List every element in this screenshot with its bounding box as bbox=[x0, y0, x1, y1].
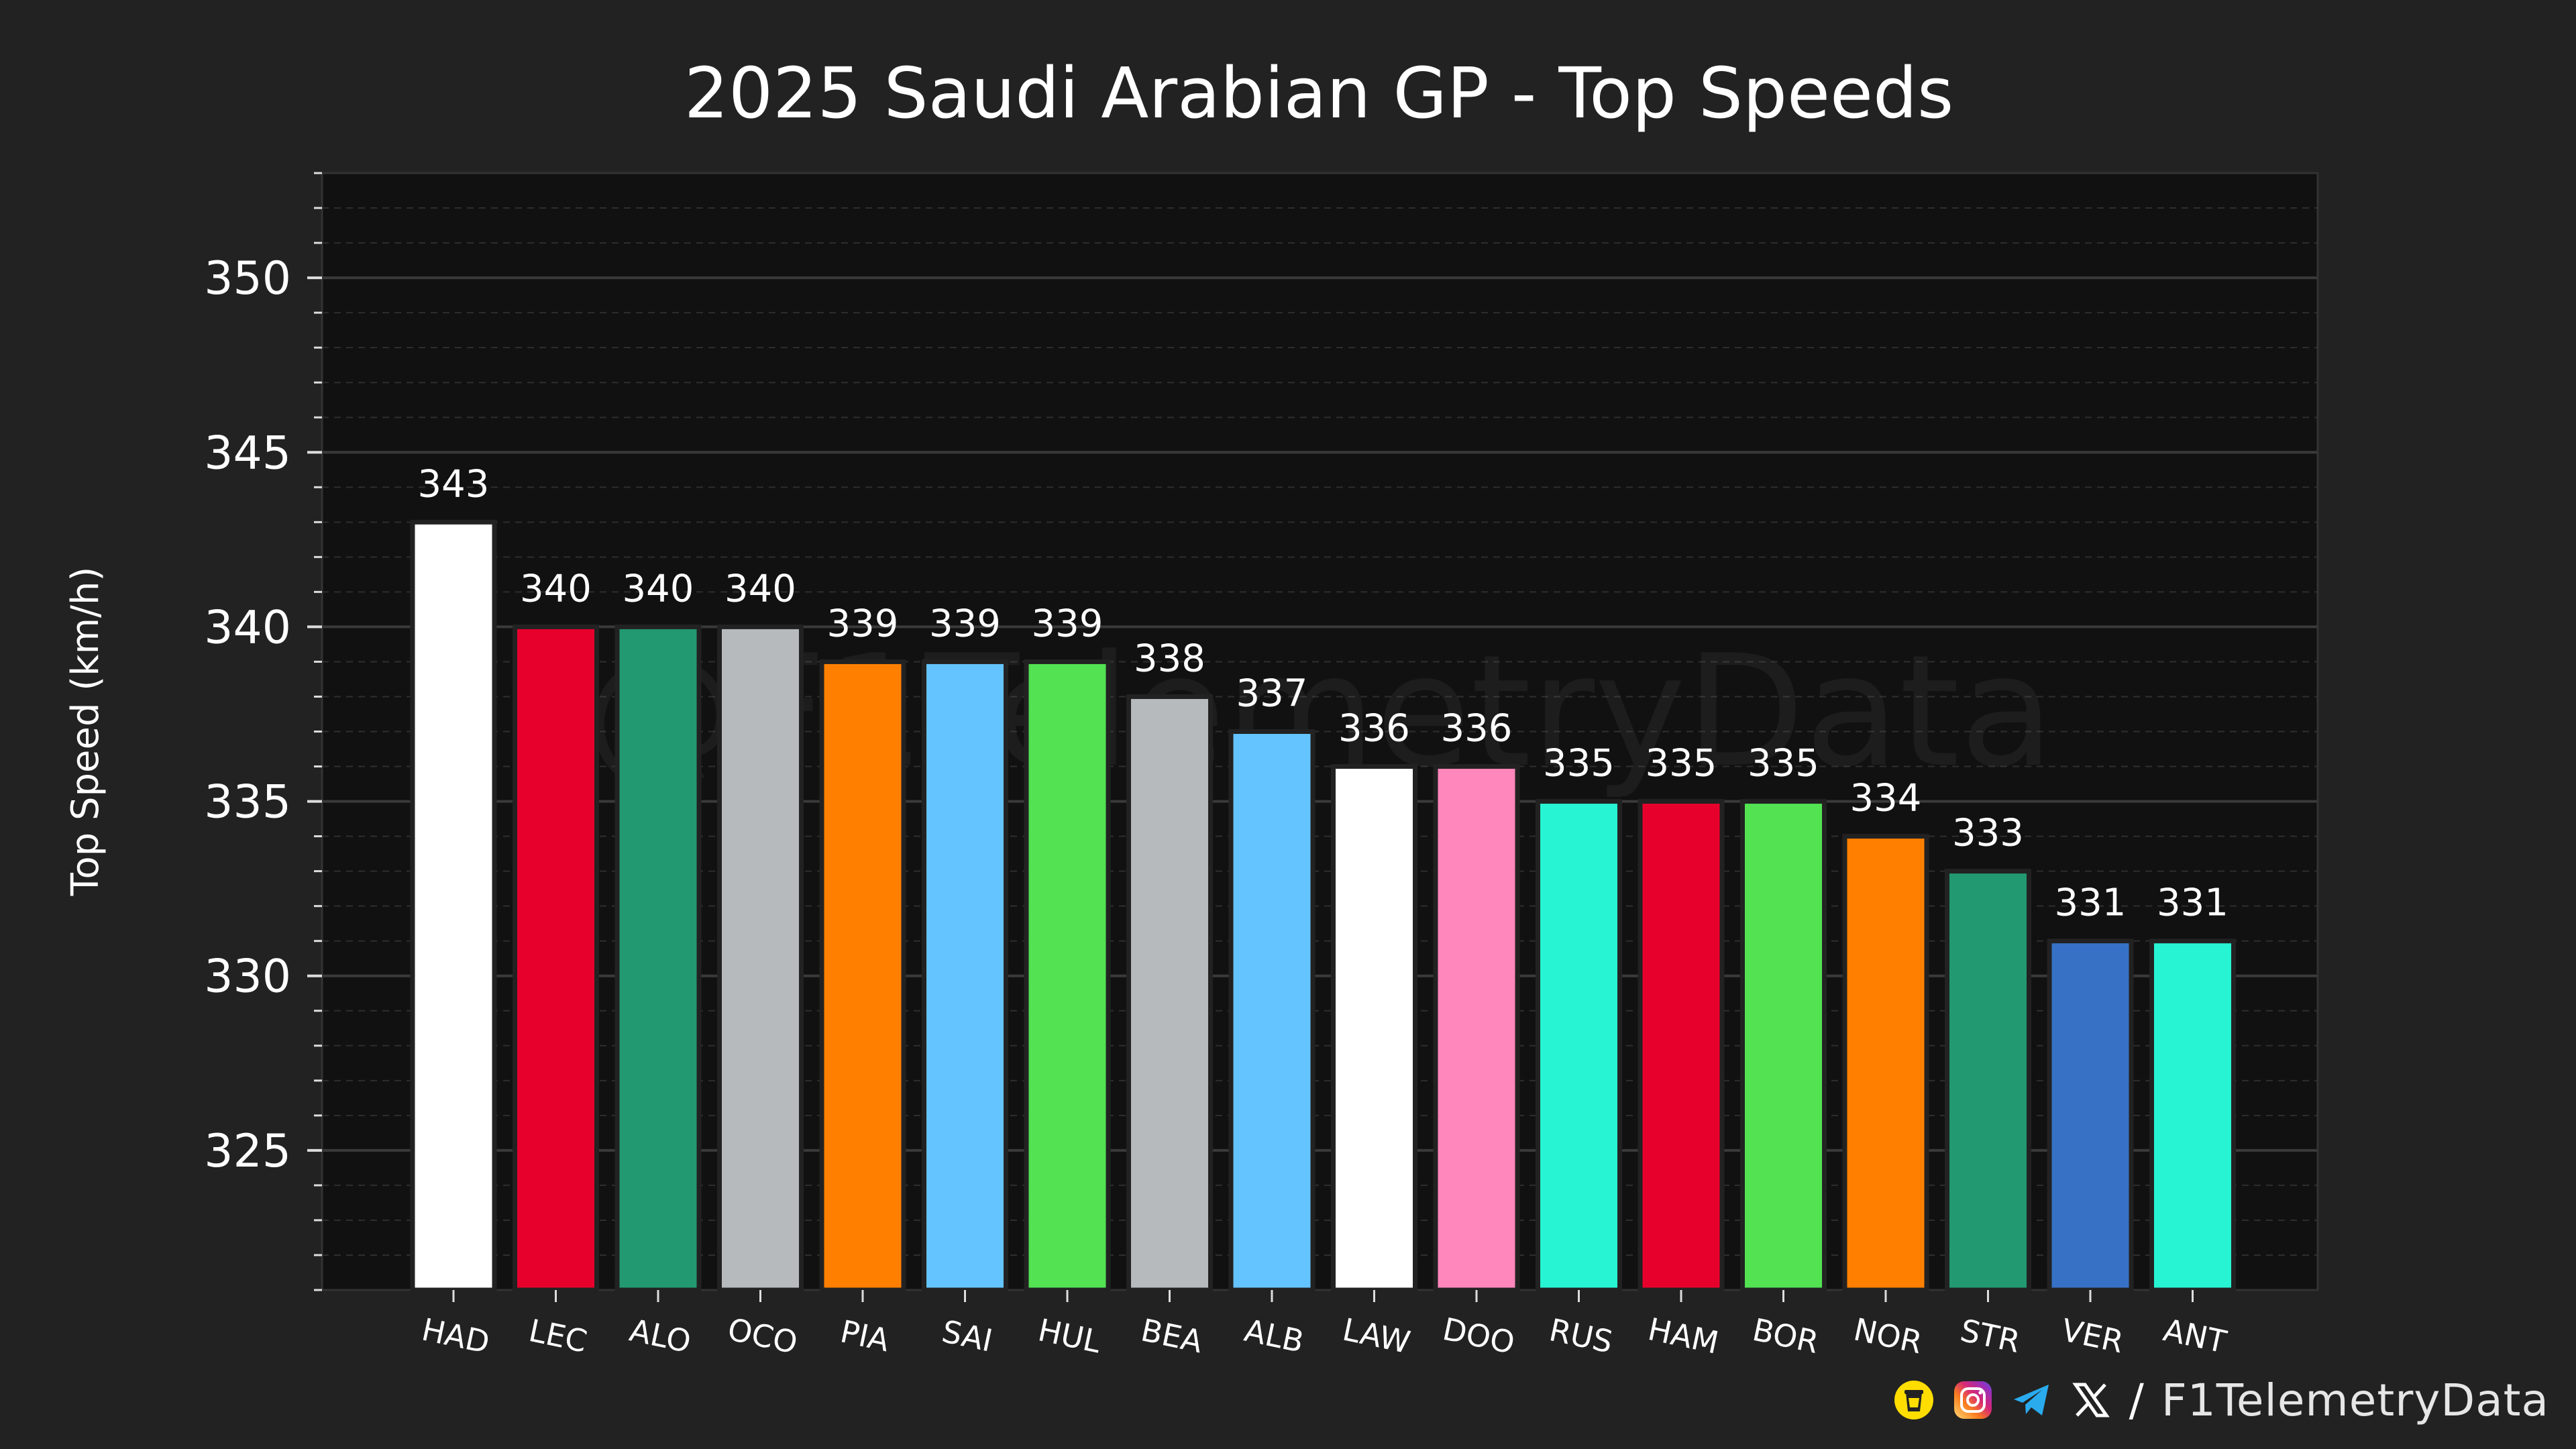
x-tick-label-had: HAD bbox=[419, 1311, 492, 1360]
x-tick-label-str: STR bbox=[1957, 1312, 2024, 1360]
x-tick-label-oco: OCO bbox=[724, 1311, 800, 1361]
bar-pia bbox=[819, 659, 906, 1293]
value-label-hul: 339 bbox=[1032, 602, 1104, 645]
x-tick-label-bea: BEA bbox=[1138, 1311, 1206, 1360]
bar-hul bbox=[1024, 659, 1111, 1293]
bar-bea bbox=[1126, 694, 1213, 1293]
value-label-bor: 335 bbox=[1748, 742, 1819, 786]
bar-lec bbox=[513, 624, 599, 1293]
value-label-bea: 338 bbox=[1134, 637, 1205, 680]
x-tick-label-hul: HUL bbox=[1035, 1311, 1104, 1360]
value-label-str: 333 bbox=[1952, 812, 2024, 855]
value-label-ver: 331 bbox=[2055, 881, 2127, 925]
bar-oco bbox=[717, 624, 804, 1293]
value-labels: 343 340 340 340 339 339 339 338 337 336 336 335 335 3… bbox=[418, 462, 2229, 924]
value-label-law: 336 bbox=[1338, 707, 1410, 751]
value-label-alb: 337 bbox=[1236, 672, 1308, 716]
bar-sai bbox=[922, 659, 1008, 1293]
x-tick-label-sai: SAI bbox=[938, 1313, 996, 1358]
y-tick-label: 325 bbox=[204, 1125, 291, 1178]
value-label-pia: 339 bbox=[827, 602, 899, 645]
bar-alb bbox=[1228, 729, 1316, 1293]
footer-separator: / bbox=[2129, 1374, 2144, 1426]
value-label-nor: 334 bbox=[1850, 777, 1922, 820]
chart-title: 2025 Saudi Arabian GP - Top Speeds bbox=[684, 52, 1953, 134]
value-label-doo: 336 bbox=[1441, 707, 1513, 751]
bar-ver bbox=[2047, 938, 2134, 1293]
y-tick-label: 340 bbox=[204, 601, 291, 654]
bar-doo bbox=[1433, 764, 1520, 1293]
x-tick-label-ham: HAM bbox=[1645, 1311, 1722, 1361]
x-tick-label-law: LAW bbox=[1340, 1311, 1413, 1360]
value-label-lec: 340 bbox=[520, 567, 592, 610]
footer: / F1TelemetryData bbox=[1893, 1363, 2549, 1437]
bar-ham bbox=[1638, 799, 1725, 1293]
bar-str bbox=[1945, 869, 2031, 1293]
value-label-ant: 331 bbox=[2157, 881, 2229, 925]
telegram-icon[interactable] bbox=[2011, 1379, 2053, 1421]
footer-handle[interactable]: F1TelemetryData bbox=[2161, 1374, 2549, 1426]
x-tick-label-alb: ALB bbox=[1241, 1312, 1307, 1360]
y-tick-label: 345 bbox=[204, 427, 291, 480]
x-axis: HAD LEC ALO OCO PIA SAI HUL BEA ALB LAW DOO RUS HAM B… bbox=[419, 1290, 2230, 1361]
y-axis-label: Top Speed (km/h) bbox=[64, 567, 107, 897]
value-label-sai: 339 bbox=[929, 602, 1001, 645]
x-tick-label-ver: VER bbox=[2058, 1311, 2127, 1360]
x-tick-label-pia: PIA bbox=[837, 1313, 893, 1358]
bar-alo bbox=[614, 624, 702, 1293]
value-label-ham: 335 bbox=[1646, 742, 1717, 786]
bar-nor bbox=[1842, 834, 1929, 1293]
value-label-rus: 335 bbox=[1543, 742, 1615, 786]
instagram-icon[interactable] bbox=[1952, 1379, 1994, 1421]
x-tick-label-bor: BOR bbox=[1750, 1311, 1822, 1360]
y-tick-label: 350 bbox=[204, 252, 291, 305]
x-tick-label-doo: DOO bbox=[1440, 1311, 1518, 1361]
y-axis: 325 330 335 340 345 350 bbox=[204, 172, 322, 1291]
bar-had bbox=[410, 519, 497, 1293]
x-tick-label-rus: RUS bbox=[1546, 1311, 1616, 1360]
x-tick-label-lec: LEC bbox=[526, 1312, 590, 1360]
y-tick-label: 335 bbox=[204, 776, 291, 829]
x-tick-label-nor: NOR bbox=[1851, 1311, 1926, 1360]
bar-law bbox=[1331, 764, 1417, 1293]
bar-ant bbox=[2149, 938, 2236, 1293]
value-label-had: 343 bbox=[418, 462, 490, 506]
value-label-oco: 340 bbox=[724, 567, 796, 610]
bars bbox=[410, 519, 2236, 1293]
y-tick-label: 330 bbox=[204, 951, 291, 1004]
x-tick-label-ant: ANT bbox=[2160, 1311, 2230, 1360]
bar-rus bbox=[1536, 799, 1622, 1293]
x-tick-label-alo: ALO bbox=[627, 1311, 694, 1360]
buymeacoffee-icon[interactable] bbox=[1893, 1379, 1935, 1421]
value-label-alo: 340 bbox=[623, 567, 694, 610]
bar-bor bbox=[1740, 799, 1827, 1293]
x-icon[interactable] bbox=[2070, 1379, 2112, 1421]
watermark: @F1TelemetryData bbox=[584, 623, 2055, 802]
